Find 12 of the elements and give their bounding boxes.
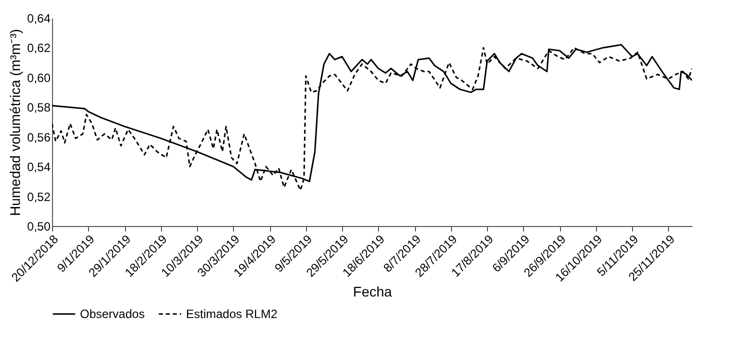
y-tick-label: 0,54 <box>27 160 51 174</box>
x-axis-title: Fecha <box>353 284 392 300</box>
y-tick-label: 0,52 <box>27 190 51 204</box>
y-tick-label: 0,50 <box>27 220 51 234</box>
y-axis-title: Humedad volumétrica (m³m⁻³) <box>7 28 24 216</box>
legend-label: Estimados RLM2 <box>186 307 278 321</box>
y-tick-label: 0,60 <box>27 70 51 85</box>
legend-label: Observados <box>80 307 145 321</box>
y-tick-label: 0,58 <box>27 100 51 115</box>
y-tick-label: 0,64 <box>27 12 51 26</box>
y-tick-label: 0,62 <box>27 41 51 56</box>
y-tick-label: 0,56 <box>27 130 51 144</box>
